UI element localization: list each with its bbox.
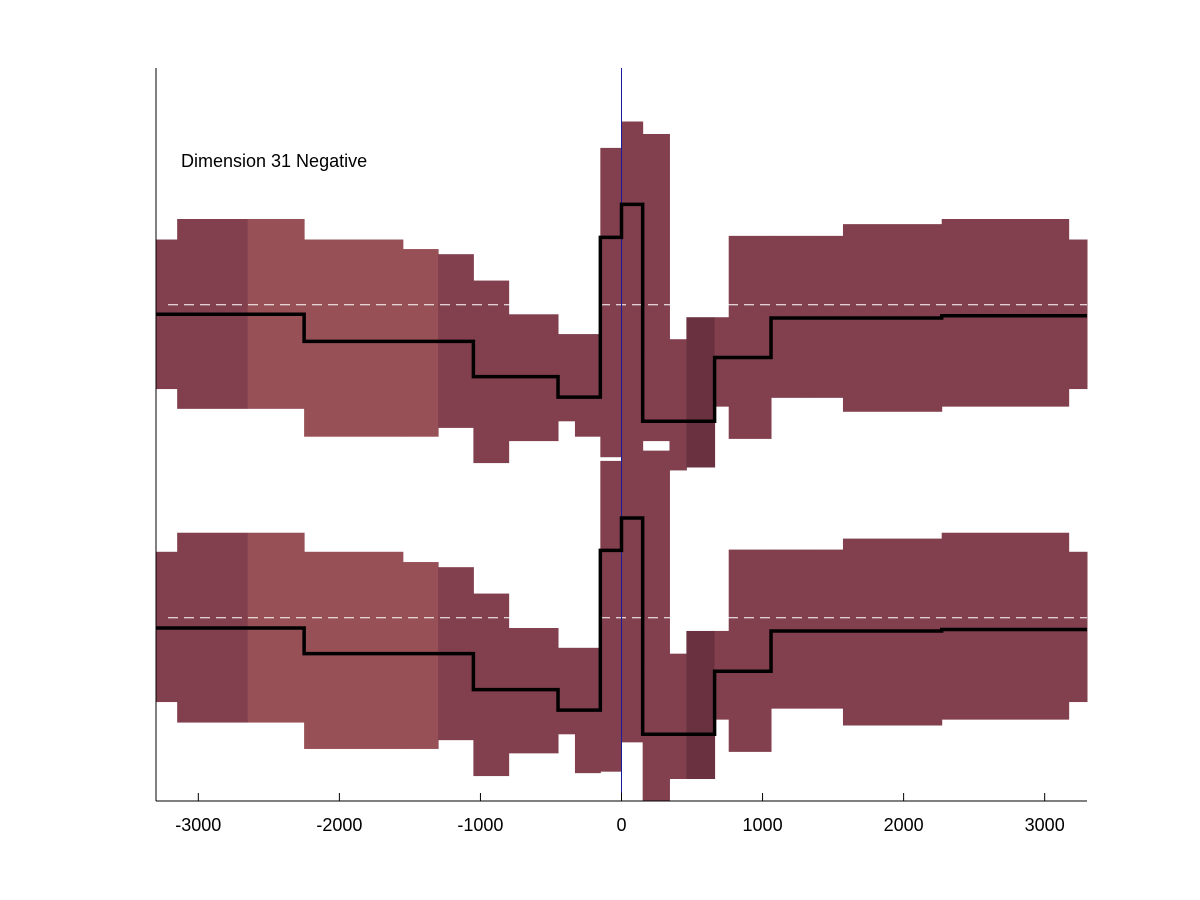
mean-line-1	[156, 202, 1087, 424]
band-segment-2-22	[1068, 551, 1088, 703]
mean-line-2	[156, 516, 1087, 737]
band-segment-1-17	[728, 235, 772, 439]
band-segment-2-4	[304, 551, 404, 749]
band-segment-1-7	[473, 280, 510, 464]
x-ticks: -3000 -2000 -1000 0 1000 2000 3000	[175, 793, 1065, 835]
band-segment-1-12	[621, 121, 644, 435]
dashed-baselines	[168, 304, 1087, 619]
band-segment-2-11	[600, 460, 622, 772]
band-segment-2-5	[402, 562, 439, 749]
band-segment-2-15	[686, 630, 716, 780]
band-segment-2-21	[941, 532, 1070, 720]
band-segment-1-21	[941, 218, 1070, 407]
x-tick-label: -1000	[457, 815, 503, 835]
x-tick-label: 3000	[1025, 815, 1065, 835]
band-segment-1-11	[600, 147, 622, 458]
x-tick-label: 2000	[884, 815, 924, 835]
mean-lines	[156, 202, 1087, 737]
band-segment-1-16	[714, 317, 730, 407]
x-tick-label: -3000	[175, 815, 221, 835]
band-segment-1-15	[686, 317, 716, 468]
band-segment-2-12	[621, 434, 644, 743]
band-segment-2-19	[807, 549, 844, 709]
band-segment-2-13	[642, 450, 670, 801]
chart-annotation: Dimension 31 Negative	[181, 151, 367, 171]
band-segment-2-7	[473, 593, 510, 777]
band-segment-1-9	[558, 334, 576, 422]
band-segment-1-14	[669, 339, 687, 471]
band-segment-1-13	[642, 133, 670, 442]
x-tick-label: 1000	[743, 815, 783, 835]
band-segment-2-16	[714, 630, 730, 720]
band-segment-2-17	[728, 549, 772, 752]
band-segment-1-10	[574, 334, 601, 437]
band-segment-1-4	[304, 239, 404, 437]
band-segment-2-9	[558, 647, 576, 735]
x-tick-label: 0	[616, 815, 626, 835]
band-segment-2-18	[771, 549, 809, 709]
band-segment-2-14	[669, 653, 687, 780]
x-tick-label: -2000	[316, 815, 362, 835]
